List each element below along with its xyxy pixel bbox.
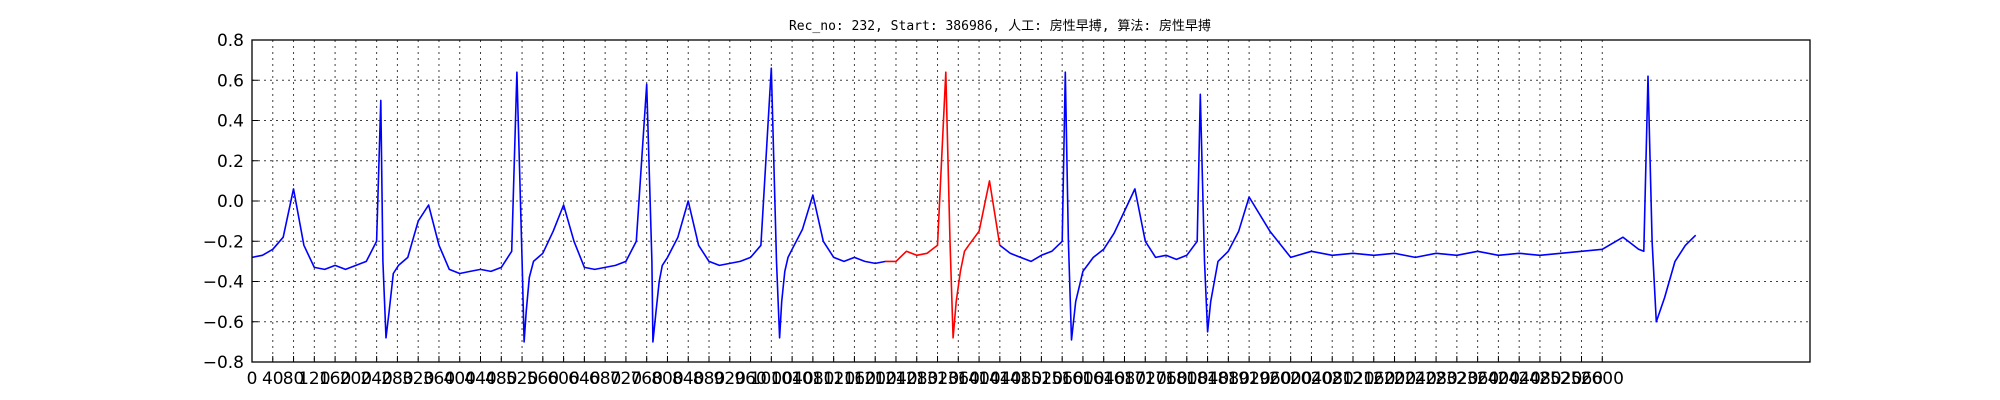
x-tick-label: 2440 <box>1498 369 1541 389</box>
x-tick-label: 2120 <box>1331 369 1374 389</box>
y-axis-ticks: 0.8 0.6 0.4 0.2 0.0 −0.2 −0.4 −0.6 −0.8 <box>203 31 258 373</box>
x-tick-label: 360 <box>423 369 455 389</box>
x-tick-label: 80 <box>283 369 305 389</box>
x-tick-label: 2400 <box>1477 369 1520 389</box>
x-tick-label: 1800 <box>1165 369 1208 389</box>
grid <box>252 40 1810 362</box>
x-tick-label: 1000 <box>750 369 793 389</box>
x-tick-label: 640 <box>568 369 600 389</box>
x-tick-label: 1160 <box>833 369 876 389</box>
x-tick-label: 2600 <box>1581 369 1624 389</box>
x-tick-label: 1480 <box>999 369 1042 389</box>
series-layer <box>251 67 1697 343</box>
x-tick-label: 680 <box>589 369 621 389</box>
y-tick-label: 0.4 <box>217 112 244 132</box>
x-tick-label: 1280 <box>895 369 938 389</box>
x-tick-label: 1880 <box>1207 369 1250 389</box>
x-tick-label: 600 <box>547 369 579 389</box>
x-tick-label: 200 <box>340 369 372 389</box>
x-tick-label: 840 <box>672 369 704 389</box>
x-tick-label: 1320 <box>916 369 959 389</box>
x-tick-label: 400 <box>444 369 476 389</box>
ecg-trace-blue-1 <box>999 71 1697 341</box>
plot-frame <box>251 39 1811 363</box>
x-tick-label: 480 <box>485 369 517 389</box>
x-tick-label: 1360 <box>937 369 980 389</box>
x-tick-label: 1920 <box>1227 369 1270 389</box>
x-tick-label: 440 <box>464 369 496 389</box>
x-tick-label: 1240 <box>874 369 917 389</box>
y-tick-label: 0.6 <box>217 71 244 91</box>
x-tick-label: 2480 <box>1518 369 1561 389</box>
x-tick-label: 2560 <box>1560 369 1603 389</box>
x-tick-label: 40 <box>262 369 284 389</box>
x-tick-label: 2160 <box>1352 369 1395 389</box>
x-tick-label: 1760 <box>1144 369 1187 389</box>
x-tick-label: 720 <box>610 369 642 389</box>
x-tick-label: 2000 <box>1269 369 1312 389</box>
x-tick-label: 2200 <box>1373 369 1416 389</box>
x-tick-label: 1640 <box>1082 369 1125 389</box>
ecg-trace-blue-0 <box>251 67 886 343</box>
x-tick-label: 2360 <box>1456 369 1499 389</box>
y-tick-label: −0.6 <box>203 313 244 333</box>
x-tick-label: 1440 <box>978 369 1021 389</box>
chart-title: Rec_no: 232, Start: 386986, 人工: 房性早搏, 算法… <box>789 18 1211 34</box>
x-tick-label: 1120 <box>812 369 855 389</box>
x-tick-label: 1560 <box>1041 369 1084 389</box>
x-tick-label: 120 <box>298 369 330 389</box>
x-tick-label: 760 <box>630 369 662 389</box>
x-tick-label: 1840 <box>1186 369 1229 389</box>
x-tick-label: 320 <box>402 369 434 389</box>
y-tick-label: −0.8 <box>203 353 244 373</box>
x-tick-label: 1520 <box>1020 369 1063 389</box>
x-tick-label: 960 <box>734 369 766 389</box>
x-tick-label: 2520 <box>1539 369 1582 389</box>
x-tick-label: 920 <box>714 369 746 389</box>
x-tick-label: 2320 <box>1435 369 1478 389</box>
x-tick-label: 1400 <box>957 369 1000 389</box>
x-tick-label: 160 <box>319 369 351 389</box>
x-axis-ticks: 0 40 8012016020024028032036040044048052056… <box>247 356 1624 389</box>
x-tick-label: 2080 <box>1311 369 1354 389</box>
y-tick-label: 0.8 <box>217 31 244 51</box>
x-tick-label: 240 <box>360 369 392 389</box>
x-tick-label: 800 <box>651 369 683 389</box>
x-tick-label: 280 <box>381 369 413 389</box>
x-tick-label: 1200 <box>854 369 897 389</box>
x-tick-label: 1600 <box>1061 369 1104 389</box>
x-tick-label: 880 <box>693 369 725 389</box>
x-tick-label: 560 <box>527 369 559 389</box>
x-tick-label: 1680 <box>1103 369 1146 389</box>
x-tick-label: 1720 <box>1124 369 1167 389</box>
x-tick-label: 2240 <box>1394 369 1437 389</box>
x-tick-label: 1080 <box>791 369 834 389</box>
x-tick-label: 520 <box>506 369 538 389</box>
x-tick-label: 1040 <box>770 369 813 389</box>
x-tick-label: 1960 <box>1248 369 1291 389</box>
ecg-trace-red-0 <box>885 71 1001 339</box>
y-tick-label: −0.4 <box>203 273 244 293</box>
x-tick-label: 2280 <box>1414 369 1457 389</box>
y-tick-label: 0.2 <box>217 152 244 172</box>
x-tick-label: 2040 <box>1290 369 1333 389</box>
y-tick-label: 0.0 <box>217 192 244 212</box>
y-tick-label: −0.2 <box>203 232 244 252</box>
x-tick-label: 0 <box>247 369 258 389</box>
